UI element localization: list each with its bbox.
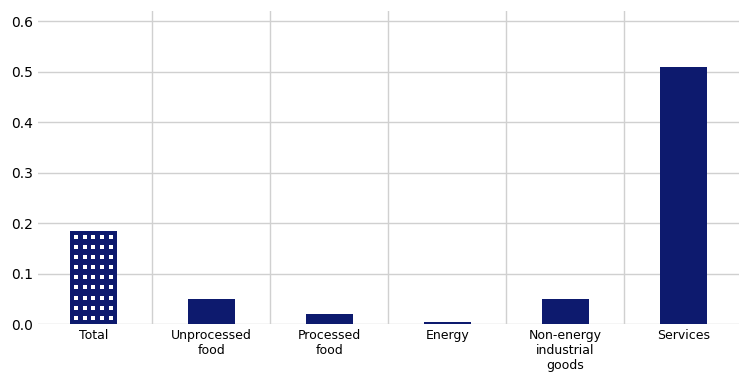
Point (79, 234, 91, 240)
Point (105, 234, 117, 240)
Point (88, 285, 100, 291)
Point (96, 285, 108, 291)
Bar (542, 299, 589, 324)
Point (96, 305, 108, 311)
Point (88, 244, 100, 250)
Point (105, 264, 117, 270)
Point (70, 305, 82, 311)
Point (105, 254, 117, 260)
Point (79, 264, 91, 270)
Point (88, 274, 100, 280)
Point (79, 244, 91, 250)
Point (88, 305, 100, 311)
Point (105, 295, 117, 301)
Point (88, 315, 100, 321)
Point (70, 244, 82, 250)
Point (105, 274, 117, 280)
Point (79, 315, 91, 321)
Point (70, 274, 82, 280)
Point (70, 254, 82, 260)
Point (105, 305, 117, 311)
Point (96, 234, 108, 240)
Point (70, 315, 82, 321)
Bar (70, 231, 117, 324)
Point (96, 244, 108, 250)
Point (96, 254, 108, 260)
Point (70, 264, 82, 270)
Point (105, 315, 117, 321)
Point (88, 264, 100, 270)
Point (105, 285, 117, 291)
Point (88, 254, 100, 260)
Bar (660, 67, 707, 324)
Point (70, 295, 82, 301)
Point (88, 295, 100, 301)
Bar (424, 321, 471, 324)
Point (96, 315, 108, 321)
Point (105, 244, 117, 250)
Point (96, 295, 108, 301)
Point (96, 264, 108, 270)
Point (96, 274, 108, 280)
Point (79, 285, 91, 291)
Point (79, 295, 91, 301)
Point (79, 254, 91, 260)
Point (70, 285, 82, 291)
Bar (188, 299, 235, 324)
Point (79, 274, 91, 280)
Bar (306, 314, 353, 324)
Point (79, 305, 91, 311)
Point (70, 234, 82, 240)
Point (88, 234, 100, 240)
